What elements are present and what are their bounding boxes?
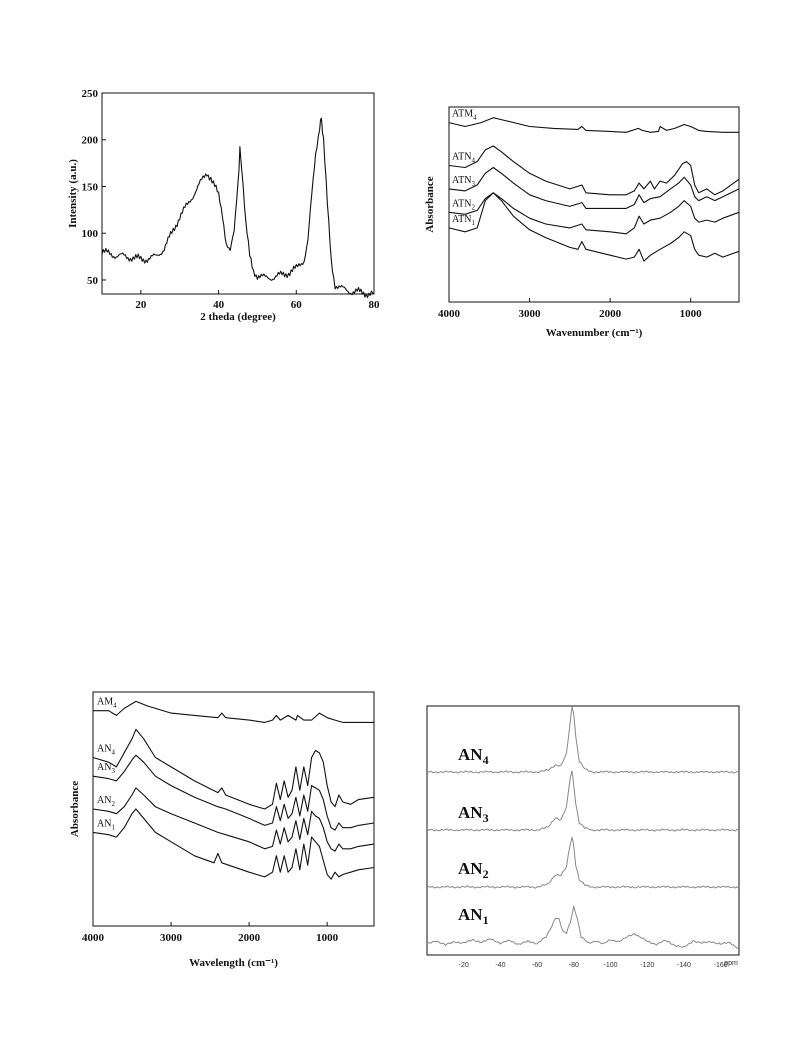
y-tick-label: 50	[87, 275, 99, 287]
y-axis-label: Absorbance	[424, 176, 436, 232]
series-line-atn2	[448, 192, 740, 235]
xrd-chart: 20 40 60 80 50 100 150 200 250 2 theda (degree) In…	[67, 88, 380, 323]
series-line-an3	[92, 754, 375, 831]
x-tick-label: 60	[291, 299, 303, 311]
x-tick-label: 1000	[680, 308, 703, 320]
x-tick-label: 2000	[238, 932, 261, 944]
ftir-an-chart: 4000 3000 2000 1000 Wavelength (cm⁻¹) Absorba…	[69, 691, 375, 969]
x-tick-label: 3000	[160, 932, 183, 944]
nmr-spectrum-an2	[426, 836, 739, 889]
nmr-label-an1: AN1	[458, 905, 489, 927]
nmr-label-an2: AN2	[458, 859, 489, 881]
xrd-pattern-line	[101, 117, 375, 299]
series-label-atn2: ATN2	[452, 198, 475, 211]
nmr-spectrum-an4	[426, 706, 740, 774]
x-tick-label: -80	[569, 962, 579, 969]
series-line-atm4	[448, 117, 739, 133]
x-tick-label: -40	[495, 962, 505, 969]
ftir-an-plot-frame	[92, 691, 375, 927]
nmr-spectrum-an3	[426, 770, 740, 832]
ftir-atn-chart: 4000 3000 2000 1000 Wavenumber (cm⁻¹) Absorba…	[424, 106, 740, 339]
x-tick-label: 1000	[316, 932, 339, 944]
nmr-label-an3: AN3	[458, 803, 489, 825]
series-label-an3: AN3	[97, 762, 115, 775]
series-line-an1	[92, 808, 375, 880]
series-label-atn1: ATN1	[452, 214, 475, 227]
nmr-plot-frame	[426, 705, 740, 956]
ftir-atn-plot-frame	[448, 106, 740, 303]
series-line-an4	[92, 728, 375, 810]
series-line-atn3	[448, 166, 740, 209]
series-label-an1: AN1	[97, 818, 115, 831]
x-tick-label: 40	[213, 299, 225, 311]
x-tick-label: -120	[640, 962, 654, 969]
x-tick-label: -20	[459, 962, 469, 969]
y-tick-label: 250	[82, 88, 99, 100]
series-label-atn3: ATN3	[452, 175, 475, 188]
series-label-an4: AN4	[97, 744, 115, 757]
series-label-an2: AN2	[97, 795, 115, 808]
x-axis-label: 2 theda (degree)	[200, 311, 276, 323]
x-axis-label: Wavelength (cm⁻¹)	[189, 957, 278, 969]
xrd-plot-frame	[101, 92, 375, 295]
nmr-label-an4: AN4	[458, 745, 489, 767]
series-line-atn4	[448, 145, 740, 196]
x-tick-label: 4000	[438, 308, 461, 320]
y-tick-label: 150	[82, 181, 99, 193]
y-axis-label: Intensity (a.u.)	[67, 159, 79, 228]
x-tick-label: 20	[135, 299, 147, 311]
series-line-atn1	[448, 192, 740, 262]
series-label-am4: AM4	[97, 697, 117, 710]
x-tick-label: 4000	[82, 932, 105, 944]
y-tick-label: 200	[82, 135, 99, 147]
nmr-spectrum-an1	[426, 905, 740, 950]
series-label-atn4: ATN4	[452, 152, 475, 165]
x-tick-label: -100	[604, 962, 618, 969]
series-line-an2	[92, 787, 375, 852]
x-axis-unit-label: ppm	[724, 960, 738, 967]
x-tick-label: -140	[677, 962, 691, 969]
series-label-atm4: ATM4	[452, 109, 477, 122]
x-axis-label: Wavenumber (cm⁻¹)	[546, 327, 643, 339]
x-tick-label: 3000	[519, 308, 542, 320]
y-axis-label: Absorbance	[69, 781, 81, 837]
x-tick-label: -60	[532, 962, 542, 969]
series-line-am4	[93, 700, 374, 723]
y-tick-label: 100	[82, 228, 99, 240]
x-tick-label: 80	[369, 299, 381, 311]
x-tick-label: 2000	[599, 308, 622, 320]
x-tick-label: -160	[714, 962, 728, 969]
